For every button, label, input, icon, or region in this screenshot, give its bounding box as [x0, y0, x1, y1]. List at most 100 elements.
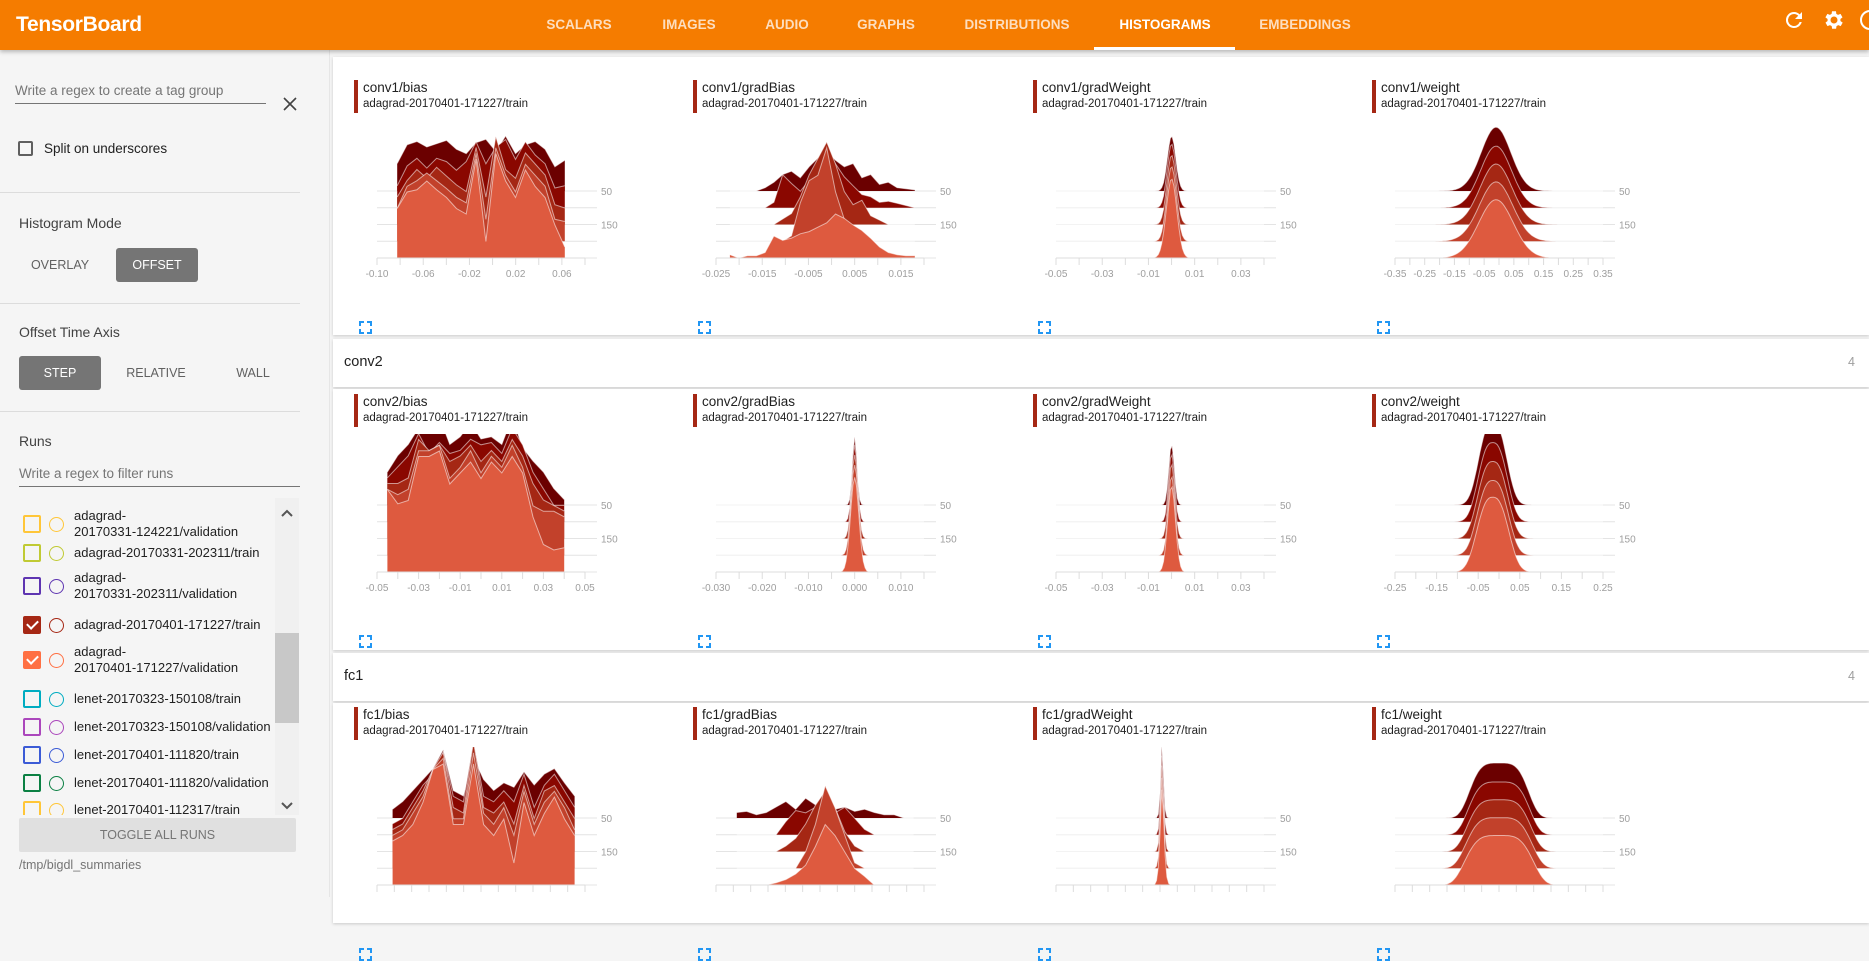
- chart-title: conv1/weight: [1381, 80, 1460, 95]
- histogram-ridge-step-250: [729, 214, 915, 258]
- run-color-circle-icon[interactable]: [49, 545, 64, 561]
- run-checkbox[interactable]: [23, 515, 41, 533]
- run-color-circle-icon[interactable]: [49, 691, 64, 707]
- run-label: adagrad- 20170401-171227/validation: [74, 644, 239, 675]
- x-tick-label: -0.01: [1137, 583, 1160, 594]
- tab-histograms[interactable]: HISTOGRAMS: [1119, 17, 1211, 32]
- expand-icon[interactable]: [359, 595, 372, 648]
- run-checkbox[interactable]: [23, 718, 41, 736]
- run-item[interactable]: adagrad-20170401-171227/train: [23, 616, 273, 634]
- run-checkbox[interactable]: [23, 690, 41, 708]
- histogram-ridge-outline: [1056, 166, 1264, 242]
- relative-button[interactable]: RELATIVE: [126, 366, 186, 380]
- run-label: lenet-20170323-150108/train: [74, 691, 241, 706]
- x-tick-label: 0.05: [1510, 583, 1530, 594]
- histogram-ridge-outline: [392, 747, 576, 825]
- step-label: 50: [940, 187, 952, 198]
- tag-group-input[interactable]: Write a regex to create a tag group: [15, 83, 224, 98]
- expand-icon[interactable]: [359, 281, 372, 334]
- histogram-chart: fc1/gradWeight adagrad-20170401-171227/tr…: [1033, 707, 1333, 961]
- step-label: 50: [601, 814, 613, 825]
- step-button[interactable]: STEP: [19, 356, 101, 390]
- chart-run: adagrad-20170401-171227/train: [702, 98, 867, 110]
- run-color-circle-icon[interactable]: [49, 578, 64, 594]
- x-tick-label: -0.01: [1137, 269, 1160, 280]
- run-item[interactable]: lenet-20170401-112317/train: [23, 801, 273, 815]
- histogram-ridge-outline: [396, 153, 566, 248]
- runs-scrollbar[interactable]: [275, 498, 299, 815]
- split-underscores-checkbox[interactable]: [18, 141, 33, 156]
- expand-icon[interactable]: [698, 281, 711, 334]
- overlay-button[interactable]: OVERLAY: [30, 258, 90, 272]
- run-item[interactable]: adagrad- 20170331-202311/validation: [23, 570, 273, 602]
- expand-icon[interactable]: [359, 908, 372, 961]
- run-checkbox[interactable]: [23, 616, 41, 634]
- section-header-conv2[interactable]: conv2 4: [333, 339, 1869, 387]
- expand-icon[interactable]: [698, 595, 711, 648]
- runs-filter-input[interactable]: Write a regex to filter runs: [19, 466, 174, 481]
- tab-images[interactable]: IMAGES: [662, 17, 716, 32]
- run-color-circle-icon[interactable]: [49, 516, 64, 532]
- reload-icon[interactable]: [1782, 8, 1806, 32]
- run-item[interactable]: lenet-20170323-150108/validation: [23, 718, 273, 736]
- run-checkbox[interactable]: [23, 544, 41, 562]
- scroll-down-icon[interactable]: [281, 799, 293, 811]
- run-label: adagrad-20170401-171227/train: [74, 617, 261, 632]
- x-tick-label: -0.10: [366, 269, 389, 280]
- scroll-up-icon[interactable]: [281, 506, 293, 518]
- expand-icon[interactable]: [1038, 908, 1051, 961]
- expand-icon[interactable]: [1377, 281, 1390, 334]
- scrollbar-thumb[interactable]: [275, 633, 299, 723]
- run-checkbox[interactable]: [23, 774, 41, 792]
- run-color-circle-icon[interactable]: [49, 802, 64, 815]
- settings-icon[interactable]: [1822, 8, 1846, 32]
- toggle-all-runs-button[interactable]: TOGGLE ALL RUNS: [19, 818, 296, 852]
- x-tick-label: -0.05: [1045, 583, 1068, 594]
- run-color-circle-icon[interactable]: [49, 652, 64, 668]
- expand-icon[interactable]: [1377, 908, 1390, 961]
- tab-scalars[interactable]: SCALARS: [546, 17, 612, 32]
- run-checkbox[interactable]: [23, 746, 41, 764]
- expand-icon[interactable]: [1038, 281, 1051, 334]
- run-color-bar: [1033, 394, 1037, 427]
- run-color-circle-icon[interactable]: [49, 719, 64, 735]
- divider: [0, 303, 300, 304]
- tab-audio[interactable]: AUDIO: [765, 17, 809, 32]
- run-item[interactable]: adagrad- 20170331-124221/validation: [23, 508, 273, 540]
- run-checkbox[interactable]: [23, 577, 41, 595]
- sidebar: Write a regex to create a tag group Spli…: [0, 50, 330, 897]
- run-item[interactable]: lenet-20170401-111820/validation: [23, 774, 273, 792]
- run-color-circle-icon[interactable]: [49, 747, 64, 763]
- histogram-ridge-outline: [1395, 145, 1603, 209]
- run-item[interactable]: lenet-20170401-111820/train: [23, 746, 273, 764]
- run-checkbox[interactable]: [23, 801, 41, 815]
- tab-graphs[interactable]: GRAPHS: [857, 17, 915, 32]
- chart-run: adagrad-20170401-171227/train: [1381, 98, 1546, 110]
- expand-icon[interactable]: [698, 908, 711, 961]
- step-label: 150: [940, 221, 957, 232]
- histogram-ridge-outline: [729, 140, 915, 225]
- offset-button[interactable]: OFFSET: [116, 248, 198, 282]
- run-checkbox[interactable]: [23, 651, 41, 669]
- histogram-chart: conv1/weight adagrad-20170401-171227/trai…: [1372, 80, 1672, 334]
- tab-embeddings[interactable]: EMBEDDINGS: [1259, 17, 1351, 32]
- wall-button[interactable]: WALL: [236, 366, 270, 380]
- run-item[interactable]: adagrad-20170331-202311/train: [23, 544, 273, 562]
- tab-distributions[interactable]: DISTRIBUTIONS: [964, 17, 1070, 32]
- run-item[interactable]: lenet-20170323-150108/train: [23, 690, 273, 708]
- expand-icon[interactable]: [1377, 595, 1390, 648]
- chart-title: conv1/bias: [363, 80, 428, 95]
- expand-icon[interactable]: [1038, 595, 1051, 648]
- info-icon[interactable]: [1858, 8, 1869, 32]
- clear-icon[interactable]: [283, 97, 297, 111]
- run-item[interactable]: adagrad- 20170401-171227/validation: [23, 644, 273, 676]
- histogram-ridge-outline: [716, 454, 924, 539]
- run-color-circle-icon[interactable]: [49, 617, 64, 633]
- section-header-fc1[interactable]: fc1 4: [333, 653, 1869, 701]
- app-title: TensorBoard: [16, 13, 142, 36]
- run-color-bar: [1033, 80, 1037, 113]
- step-label: 150: [940, 848, 957, 859]
- x-tick-label: -0.25: [1413, 269, 1436, 280]
- run-color-circle-icon[interactable]: [49, 775, 64, 791]
- step-label: 150: [601, 221, 618, 232]
